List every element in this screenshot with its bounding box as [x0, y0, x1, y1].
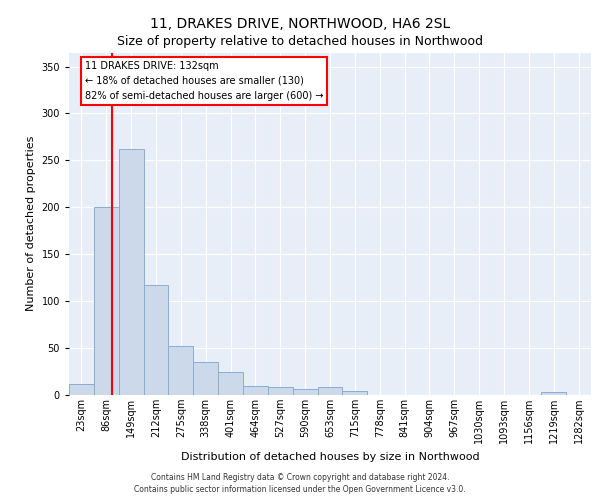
Bar	[119, 149, 143, 395]
Bar	[169, 346, 193, 395]
Bar	[343, 391, 367, 395]
Bar	[268, 388, 293, 395]
Text: 11, DRAKES DRIVE, NORTHWOOD, HA6 2SL: 11, DRAKES DRIVE, NORTHWOOD, HA6 2SL	[150, 18, 450, 32]
Bar	[243, 386, 268, 395]
Bar	[218, 372, 243, 395]
Text: Size of property relative to detached houses in Northwood: Size of property relative to detached ho…	[117, 35, 483, 48]
Bar	[317, 388, 343, 395]
Bar	[293, 390, 317, 395]
X-axis label: Distribution of detached houses by size in Northwood: Distribution of detached houses by size …	[181, 452, 479, 462]
Bar	[541, 392, 566, 395]
Bar	[143, 285, 169, 395]
Text: Contains HM Land Registry data © Crown copyright and database right 2024.
Contai: Contains HM Land Registry data © Crown c…	[134, 473, 466, 494]
Bar	[94, 208, 119, 395]
Y-axis label: Number of detached properties: Number of detached properties	[26, 136, 36, 312]
Text: 11 DRAKES DRIVE: 132sqm
← 18% of detached houses are smaller (130)
82% of semi-d: 11 DRAKES DRIVE: 132sqm ← 18% of detache…	[85, 61, 323, 100]
Bar	[69, 384, 94, 395]
Bar	[193, 362, 218, 395]
